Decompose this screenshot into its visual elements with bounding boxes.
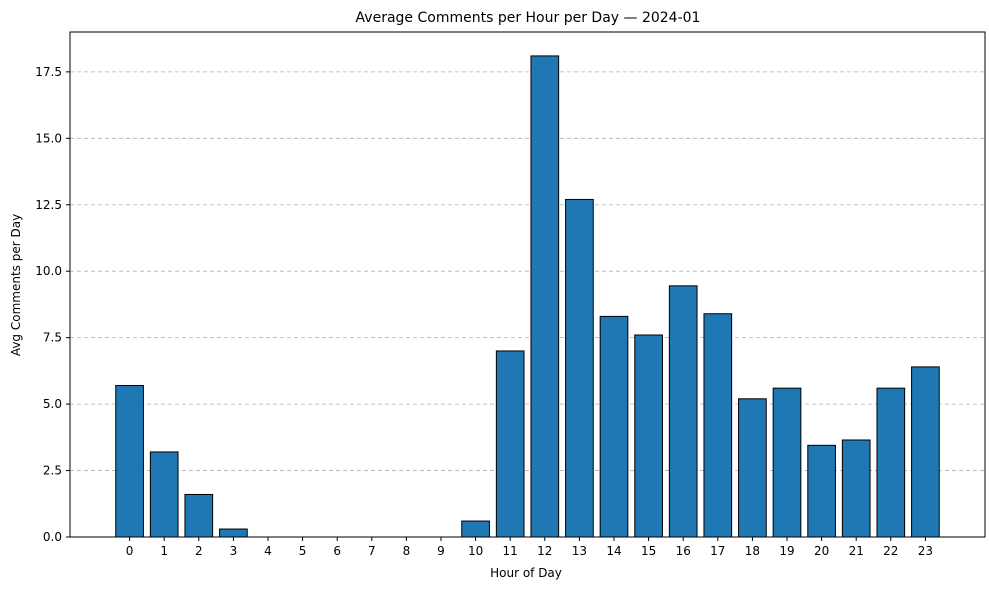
bar-hour-20 (807, 444, 836, 538)
bar-hour-23 (911, 366, 940, 538)
y-tick-label: 12.5 (35, 198, 62, 212)
x-tick-label: 11 (503, 544, 518, 558)
y-tick-label: 0.0 (43, 530, 62, 544)
bar-hour-2 (184, 493, 214, 538)
bar-hour-14 (599, 315, 629, 538)
x-tick-label: 14 (606, 544, 621, 558)
x-tick-label: 7 (368, 544, 376, 558)
x-tick-label: 6 (333, 544, 341, 558)
y-tick-label: 17.5 (35, 65, 62, 79)
bar-hour-10 (461, 520, 490, 538)
x-tick-label: 2 (195, 544, 203, 558)
grid-lines (70, 71, 985, 471)
bar-hour-13 (565, 198, 594, 538)
y-tick-label: 2.5 (43, 464, 62, 478)
x-tick-label: 12 (537, 544, 552, 558)
y-axis-ticks: 0.0 2.5 5.0 7.5 10.0 12.5 15.0 17.5 (35, 65, 70, 544)
x-tick-label: 15 (641, 544, 656, 558)
y-tick-label: 5.0 (43, 397, 62, 411)
x-tick-label: 4 (264, 544, 272, 558)
x-tick-label: 16 (676, 544, 691, 558)
chart-title: Average Comments per Hour per Day — 2024… (356, 10, 701, 26)
y-tick-label: 7.5 (43, 331, 62, 345)
x-tick-label: 1 (160, 544, 168, 558)
x-tick-label: 8 (403, 544, 411, 558)
bar-hour-11 (495, 350, 525, 538)
y-axis-label: Avg Comments per Day (9, 214, 23, 356)
x-tick-label: 5 (299, 544, 307, 558)
bar-hour-19 (772, 387, 802, 538)
x-tick-label: 23 (918, 544, 933, 558)
bar-hour-21 (841, 439, 871, 538)
bar-hour-17 (703, 313, 733, 538)
x-tick-label: 0 (126, 544, 134, 558)
bar-hour-15 (634, 334, 663, 538)
x-tick-label: 9 (437, 544, 445, 558)
bar-hour-18 (738, 398, 767, 538)
x-tick-label: 19 (779, 544, 794, 558)
plot-frame (69, 31, 986, 538)
bar-hour-22 (876, 387, 906, 538)
bar-hour-1 (149, 451, 179, 538)
x-tick-label: 21 (849, 544, 864, 558)
x-tick-label: 22 (883, 544, 898, 558)
y-tick-label: 15.0 (35, 131, 62, 145)
x-axis-label: Hour of Day (490, 566, 562, 580)
bar-hour-3 (219, 528, 248, 538)
bars (115, 55, 940, 538)
x-axis-ticks: 0 1 2 3 4 5 6 7 8 9 10 11 12 13 14 15 16 17 18 19 20 21 22 23 (126, 537, 933, 558)
x-tick-label: 13 (572, 544, 587, 558)
x-tick-label: 18 (745, 544, 760, 558)
x-tick-label: 3 (230, 544, 238, 558)
bar-hour-16 (668, 285, 698, 538)
bar-hour-12 (530, 55, 560, 538)
bar-hour-0 (115, 385, 144, 538)
x-tick-label: 20 (814, 544, 829, 558)
x-tick-label: 10 (468, 544, 483, 558)
x-tick-label: 17 (710, 544, 725, 558)
y-tick-label: 10.0 (35, 264, 62, 278)
